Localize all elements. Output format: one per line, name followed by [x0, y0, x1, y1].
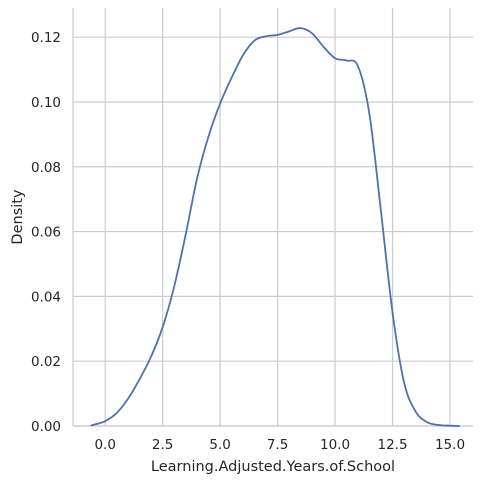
x-grid	[104, 8, 451, 426]
kde-density-line-0	[90, 27, 461, 427]
y-grid	[73, 36, 473, 427]
x-tick-label-4: 10.0	[320, 437, 350, 453]
x-tick-labels: 0.0 2.5 5.0 7.5 10.0 12.5 15.0	[94, 437, 465, 453]
x-tick-label-2: 5.0	[209, 437, 230, 453]
x-tick-label-1: 2.5	[152, 437, 173, 453]
x-tick-label-5: 12.5	[378, 437, 408, 453]
x-tick-label-0: 0.0	[94, 437, 115, 453]
y-tick-label-6: 0.12	[31, 30, 61, 46]
y-tick-label-3: 0.06	[31, 225, 61, 241]
y-tick-label-5: 0.10	[31, 95, 61, 111]
y-axis-label: Density	[10, 189, 26, 245]
x-tick-label-6: 15.0	[435, 437, 465, 453]
x-tick-label-3: 7.5	[267, 437, 288, 453]
x-axis-label: Learning.Adjusted.Years.of.School	[151, 459, 395, 475]
y-tick-labels: 0.00 0.02 0.04 0.06 0.08 0.10 0.12	[31, 30, 61, 435]
y-tick-label-4: 0.08	[31, 160, 61, 176]
y-tick-label-2: 0.04	[31, 289, 61, 305]
series-layer	[90, 27, 461, 427]
y-tick-label-0: 0.00	[31, 419, 61, 435]
y-tick-label-1: 0.02	[31, 354, 61, 370]
